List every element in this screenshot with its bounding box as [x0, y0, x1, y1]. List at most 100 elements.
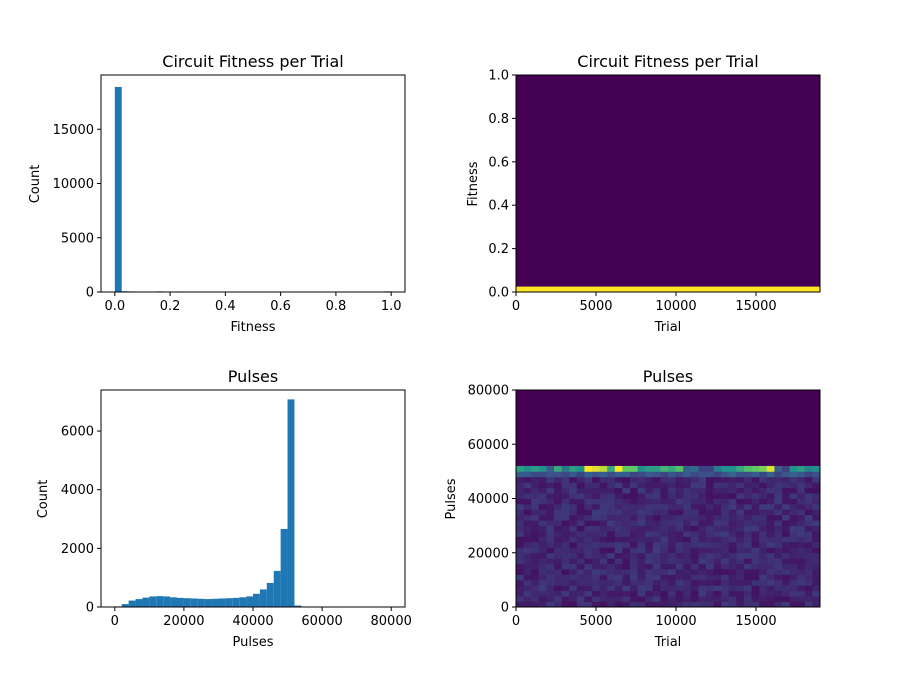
- heatmap-cell: [804, 525, 813, 532]
- heatmap-cell: [630, 493, 638, 499]
- heatmap-cell: [766, 590, 775, 597]
- heatmap-cell: [531, 493, 540, 499]
- heatmap-cell: [652, 579, 661, 586]
- heatmap-cell: [523, 601, 532, 608]
- heatmap-cell: [797, 520, 806, 527]
- heatmap-cell: [652, 476, 661, 483]
- heatmap-cell: [538, 476, 547, 483]
- heatmap-cell: [812, 482, 821, 489]
- heatmap-cell: [546, 558, 555, 564]
- heatmap-cell: [698, 487, 707, 494]
- heatmap-cell: [569, 498, 578, 505]
- heatmap-cell: [561, 525, 570, 532]
- heatmap-cell: [706, 590, 714, 597]
- heatmap-cell: [690, 465, 699, 472]
- heatmap-cell: [683, 601, 692, 608]
- heatmap-cell: [797, 493, 806, 499]
- heatmap-cell: [683, 487, 692, 494]
- heatmap-cell: [797, 596, 806, 602]
- heatmap-cell: [782, 541, 790, 548]
- heatmap-cell: [744, 601, 752, 608]
- heatmap-cell: [721, 547, 730, 554]
- heatmap-cell: [576, 503, 585, 510]
- heatmap-cell: [668, 509, 676, 516]
- heatmap-cell: [561, 547, 570, 554]
- histogram-bar: [170, 597, 177, 607]
- heatmap-cell: [751, 558, 760, 564]
- heatmap-cell: [531, 525, 540, 532]
- heatmap-cell: [584, 569, 593, 575]
- heatmap-cell: [576, 531, 585, 537]
- heatmap-cell: [576, 465, 585, 472]
- heatmap-cell: [630, 541, 638, 548]
- heatmap-cell: [668, 558, 676, 564]
- heatmap-cell: [797, 476, 806, 483]
- heatmap-cell: [774, 531, 783, 537]
- x-tick-label: 0: [512, 299, 520, 314]
- heatmap-cell: [706, 547, 714, 554]
- heatmap-cell: [599, 498, 608, 505]
- heatmap-cell: [584, 514, 593, 521]
- heatmap-cell: [569, 465, 578, 472]
- heatmap-cell: [713, 585, 722, 592]
- heatmap-cell: [561, 585, 570, 592]
- heatmap-cell: [660, 563, 669, 570]
- heatmap-cell: [675, 514, 684, 521]
- heatmap-cell: [713, 558, 722, 564]
- heatmap-cell: [630, 590, 638, 597]
- y-axis-label-pulses: Pulses: [444, 478, 459, 519]
- heatmap-cell: [584, 547, 593, 554]
- heatmap-cell: [713, 503, 722, 510]
- heatmap-cell: [728, 563, 737, 570]
- heatmap-cell: [561, 465, 570, 472]
- heatmap-cell: [554, 525, 562, 532]
- heatmap-cell: [622, 476, 631, 483]
- heatmap-cell: [576, 471, 585, 478]
- heatmap-cell: [561, 601, 570, 608]
- heatmap-cell: [789, 601, 798, 608]
- heatmap-cell: [751, 525, 760, 532]
- heatmap-cell: [812, 574, 821, 581]
- heatmap-cell: [713, 569, 722, 575]
- heatmap-cell: [744, 471, 752, 478]
- heatmap-cell: [736, 547, 745, 554]
- heatmap-cell: [759, 487, 768, 494]
- heatmap-cell: [569, 476, 578, 483]
- heatmap-cell: [516, 482, 524, 489]
- heatmap-cell: [637, 465, 646, 472]
- heatmap-cell: [774, 498, 783, 505]
- x-tick-label: 40000: [232, 614, 273, 629]
- heatmap-cell: [622, 541, 631, 548]
- heatmap-cell: [812, 601, 821, 608]
- heatmap-cell: [728, 520, 737, 527]
- heatmap-cell: [728, 558, 737, 564]
- heatmap-cell: [592, 558, 600, 564]
- heatmap-cell: [584, 503, 593, 510]
- heatmap-cell: [599, 525, 608, 532]
- heatmap-cell: [599, 569, 608, 575]
- heatmap-cell: [523, 471, 532, 478]
- heatmap-cell: [576, 547, 585, 554]
- heatmap-cell: [744, 520, 752, 527]
- heatmap-cell: [546, 552, 555, 559]
- heatmap-cell: [690, 601, 699, 608]
- heatmap-cell: [713, 525, 722, 532]
- heatmap-cell: [569, 563, 578, 570]
- x-tick-label: 60000: [301, 614, 342, 629]
- heatmap-cell: [797, 563, 806, 570]
- heatmap-cell: [523, 590, 532, 597]
- heatmap-cell: [569, 536, 578, 543]
- heatmap-cell: [690, 596, 699, 602]
- heatmap-cell: [607, 552, 616, 559]
- heatmap-cell: [668, 531, 676, 537]
- heatmap-cell: [592, 498, 600, 505]
- heatmap-cell: [554, 601, 562, 608]
- panel-pulses-histogram: Pulses Pulses Count 0 20000 40000 60000 8000…: [36, 367, 412, 650]
- heatmap-cell: [721, 498, 730, 505]
- heatmap-cell: [774, 601, 783, 608]
- heatmap-cell: [561, 482, 570, 489]
- heatmap-cell: [614, 541, 623, 548]
- heatmap-cell: [630, 514, 638, 521]
- heatmap-cell: [614, 547, 623, 554]
- chart-title-fitness-histogram: Circuit Fitness per Trial: [162, 52, 343, 71]
